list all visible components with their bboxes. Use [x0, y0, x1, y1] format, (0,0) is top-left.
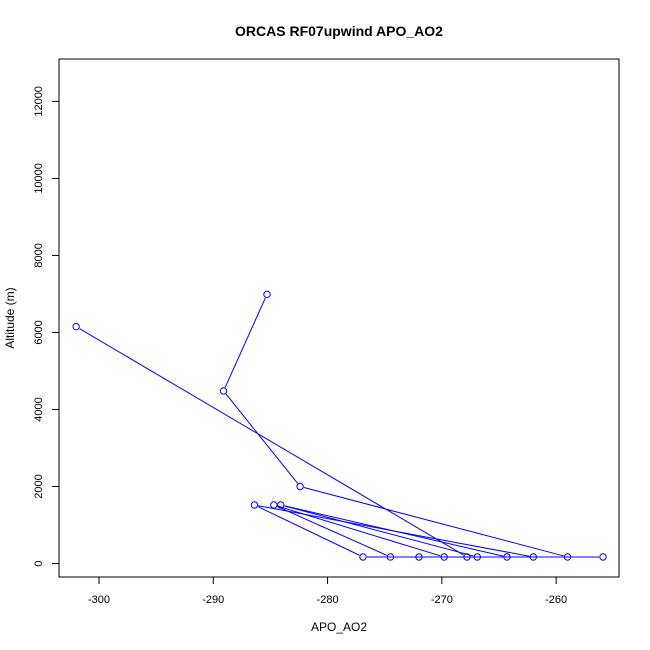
data-point: [529, 553, 537, 561]
data-point: [599, 553, 607, 561]
chart-title: ORCAS RF07upwind APO_AO2: [235, 23, 443, 39]
x-tick-label: -280: [317, 594, 339, 606]
series-segment: [303, 487, 564, 557]
data-point: [473, 553, 481, 561]
data-point: [440, 553, 448, 561]
plot-frame: [58, 58, 620, 578]
x-tick-label: -270: [431, 594, 453, 606]
series-segment: [277, 506, 387, 556]
y-tick-label: 0: [33, 560, 45, 566]
data-point: [296, 482, 304, 491]
x-tick-label: -260: [545, 594, 567, 606]
data-point: [563, 553, 572, 561]
series-segment: [284, 505, 504, 557]
series-segment: [225, 393, 299, 484]
data-point: [463, 553, 471, 561]
y-tick-label: 6000: [33, 320, 45, 344]
series-segment: [224, 297, 266, 388]
x-axis: -300 -290 -280 -270 -260: [88, 577, 567, 606]
x-tick-label: -290: [202, 594, 224, 606]
series-segment: [257, 506, 360, 556]
data-point: [72, 322, 80, 331]
data-point: [386, 553, 395, 561]
data-point: [270, 501, 278, 509]
data-point: [415, 553, 423, 561]
data-point: [250, 501, 259, 509]
series-segment: [79, 328, 464, 556]
series-points: [72, 290, 607, 561]
y-tick-label: 4000: [33, 397, 45, 421]
data-point: [219, 387, 228, 395]
series-lines: [79, 297, 599, 558]
x-axis-label: APO_AO2: [311, 620, 367, 634]
y-axis: 0 2000 4000 6000 8000 10000 12000: [33, 86, 59, 567]
series-segment: [284, 505, 474, 557]
data-point: [263, 290, 271, 299]
series-segment: [277, 505, 441, 557]
y-tick-label: 8000: [33, 243, 45, 267]
y-tick-label: 12000: [33, 86, 45, 117]
x-tick-label: -300: [88, 594, 110, 606]
data-point: [359, 553, 367, 561]
data-point: [503, 553, 511, 561]
y-axis-label: Altitude (m): [3, 287, 17, 348]
y-tick-label: 10000: [33, 163, 45, 194]
y-tick-label: 2000: [33, 474, 45, 498]
